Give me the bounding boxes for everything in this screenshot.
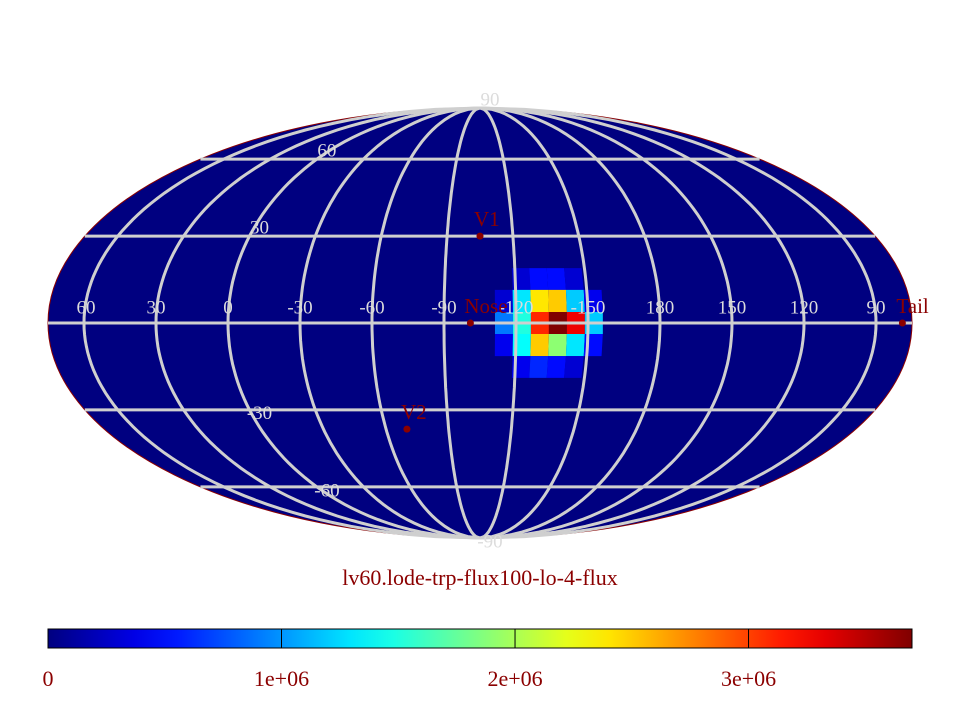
point-marker	[898, 319, 906, 327]
point-label: V2	[401, 400, 427, 424]
lon-label: 150	[718, 297, 747, 318]
point-marker	[476, 232, 484, 240]
heat-cell	[529, 356, 549, 378]
heat-cell	[548, 289, 567, 312]
lon-label: 30	[147, 297, 166, 318]
lon-label: 90	[867, 297, 886, 318]
heat-cell	[564, 356, 584, 378]
colorbar-tick-label: 2e+06	[487, 666, 542, 691]
point-label: Nose	[464, 294, 507, 318]
heat-cell	[494, 289, 513, 312]
colorbar-tick-label: 0	[43, 666, 54, 691]
heat-cell	[546, 356, 566, 378]
lon-label: -120	[499, 297, 534, 318]
lon-label: 180	[646, 297, 675, 318]
heat-cell	[546, 268, 566, 290]
colorbar	[47, 628, 913, 649]
colorbar-tick-label: 1e+06	[254, 666, 309, 691]
heat-cell	[548, 334, 567, 357]
colorbar-tick-label: 3e+06	[721, 666, 776, 691]
heat-cell	[565, 289, 585, 312]
heat-cell	[494, 334, 513, 357]
lon-label: -60	[359, 297, 384, 318]
point-marker	[403, 425, 411, 433]
point-label: Tail	[896, 294, 929, 318]
lon-label: -90	[431, 297, 456, 318]
heat-cell	[565, 334, 585, 357]
heat-cell	[530, 334, 549, 357]
lat-label: -60	[314, 480, 339, 501]
lon-label: 60	[77, 297, 96, 318]
point-marker	[466, 319, 474, 327]
lon-label: 0	[223, 297, 233, 318]
heat-cell	[530, 289, 549, 312]
point-label: V1	[474, 207, 500, 231]
lon-label: -30	[287, 297, 312, 318]
heat-cell	[529, 268, 549, 290]
chart-title: lv60.lode-trp-flux100-lo-4-flux	[342, 565, 618, 590]
map: 60 30 0 -30 -60 -90 -120 -150 180 150 120 90 90 60 30 -…	[47, 89, 929, 552]
lat-label: 90	[481, 89, 500, 110]
lat-label: 30	[250, 218, 269, 239]
lat-label: -30	[247, 403, 272, 424]
heat-cell	[564, 268, 584, 290]
lat-label: 60	[317, 140, 336, 161]
lon-label: -150	[571, 297, 606, 318]
lon-label: 120	[790, 297, 819, 318]
lat-label: -90	[477, 531, 502, 552]
